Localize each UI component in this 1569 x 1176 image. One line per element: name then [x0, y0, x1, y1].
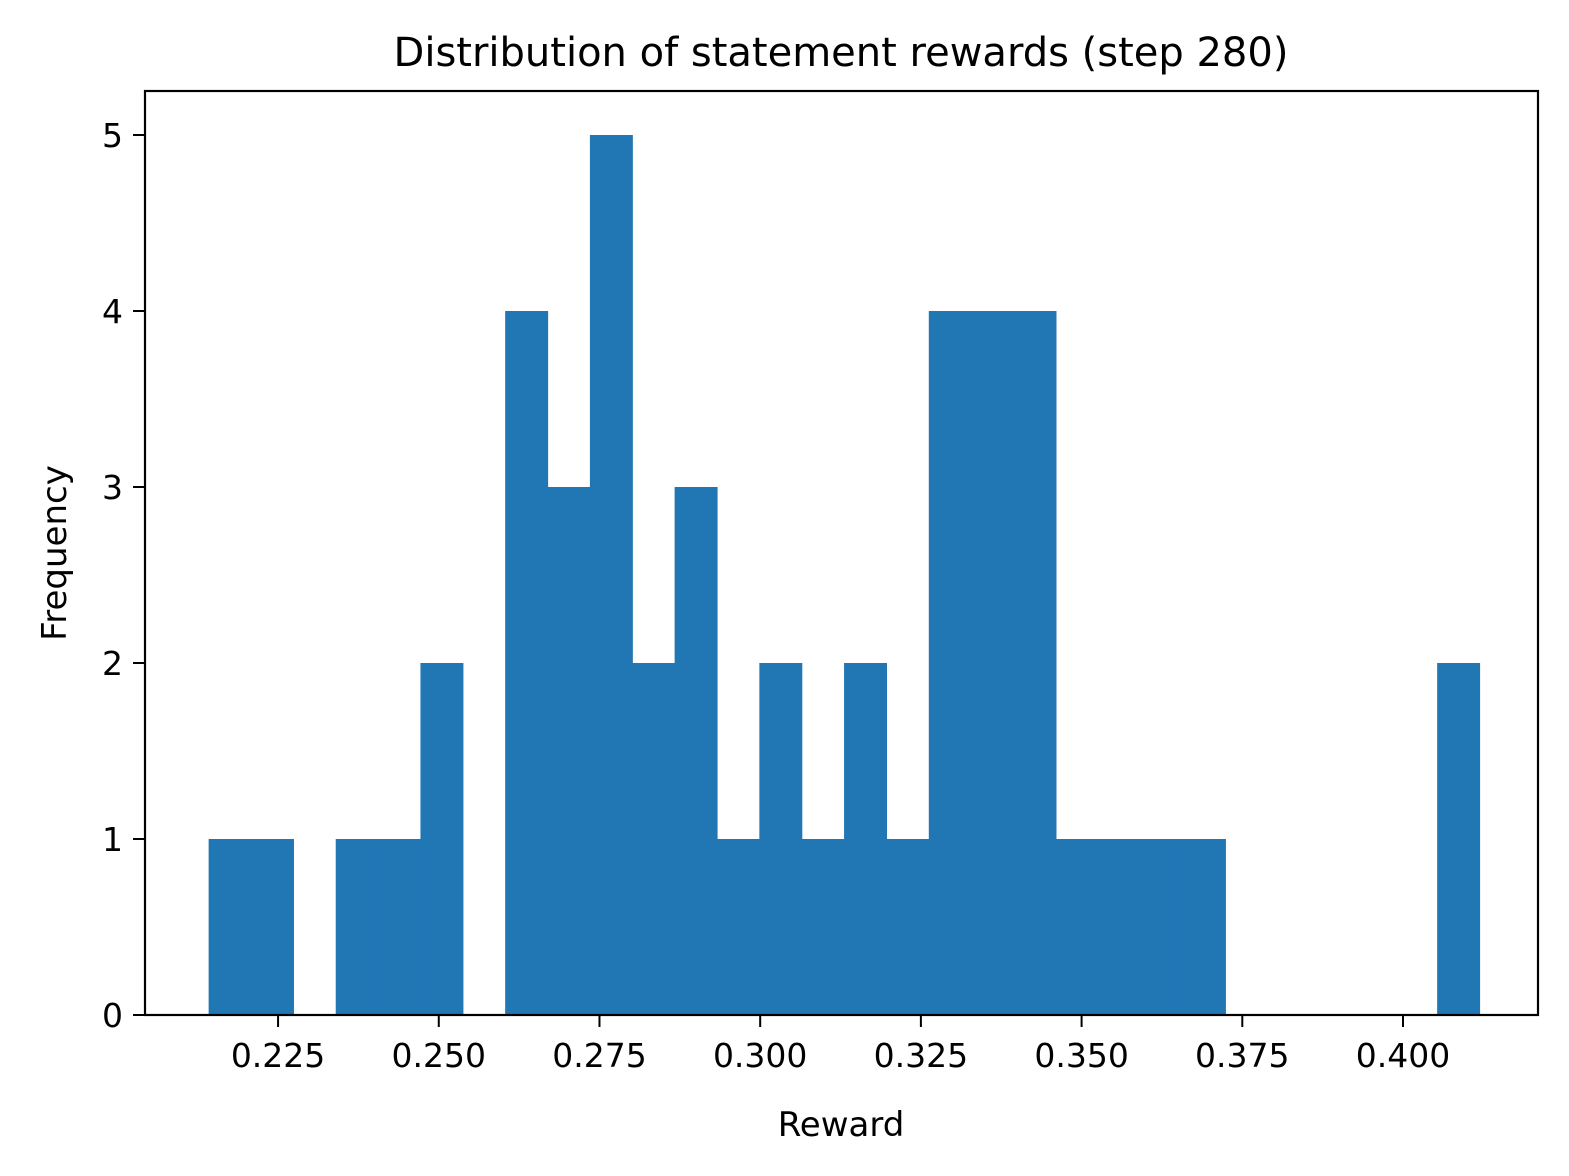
histogram-bar: [801, 839, 845, 1015]
histogram-bar: [208, 839, 252, 1015]
y-tick-label: 2: [102, 644, 123, 683]
histogram-bar: [844, 663, 888, 1015]
y-tick-label: 5: [102, 116, 123, 155]
histogram-bar: [716, 839, 760, 1015]
histogram-bar: [589, 135, 633, 1015]
histogram-bar: [1437, 663, 1481, 1015]
x-axis-ticks: 0.225 0.250 0.275 0.300 0.325 0.350 0.375 0.400: [231, 1015, 1450, 1075]
x-tick-label: 0.300: [713, 1036, 807, 1075]
y-tick-label: 4: [102, 292, 123, 331]
y-axis-label: Frequency: [35, 465, 75, 641]
histogram-bar: [1140, 839, 1184, 1015]
histogram-bar: [1055, 839, 1099, 1015]
histogram-bar: [928, 311, 972, 1015]
bars-group: [208, 135, 1481, 1015]
x-tick-label: 0.400: [1356, 1036, 1450, 1075]
x-axis-label: Reward: [778, 1105, 905, 1145]
y-axis-ticks: 0 1 2 3 4 5: [102, 116, 145, 1035]
chart-title: Distribution of statement rewards (step …: [394, 30, 1289, 76]
x-tick-label: 0.250: [392, 1036, 486, 1075]
histogram-bar: [505, 311, 549, 1015]
histogram-bar: [886, 839, 930, 1015]
histogram-bar: [1098, 839, 1142, 1015]
y-tick-label: 3: [102, 468, 123, 507]
histogram-bar: [674, 487, 718, 1015]
x-tick-label: 0.225: [231, 1036, 325, 1075]
x-tick-label: 0.350: [1034, 1036, 1128, 1075]
y-tick-label: 1: [102, 820, 123, 859]
histogram-bar: [547, 487, 591, 1015]
y-tick-label: 0: [102, 996, 123, 1035]
histogram-bar: [759, 663, 803, 1015]
histogram-bar: [632, 663, 676, 1015]
x-tick-label: 0.275: [552, 1036, 646, 1075]
histogram-bar: [971, 311, 1015, 1015]
histogram-bar: [335, 839, 379, 1015]
histogram-bar: [378, 839, 422, 1015]
histogram-bar: [420, 663, 464, 1015]
histogram-bar: [1182, 839, 1226, 1015]
histogram-bar: [1013, 311, 1057, 1015]
histogram-bar: [251, 839, 294, 1015]
x-tick-label: 0.375: [1195, 1036, 1289, 1075]
plot-frame: [143, 89, 1540, 1017]
x-tick-label: 0.325: [874, 1036, 968, 1075]
